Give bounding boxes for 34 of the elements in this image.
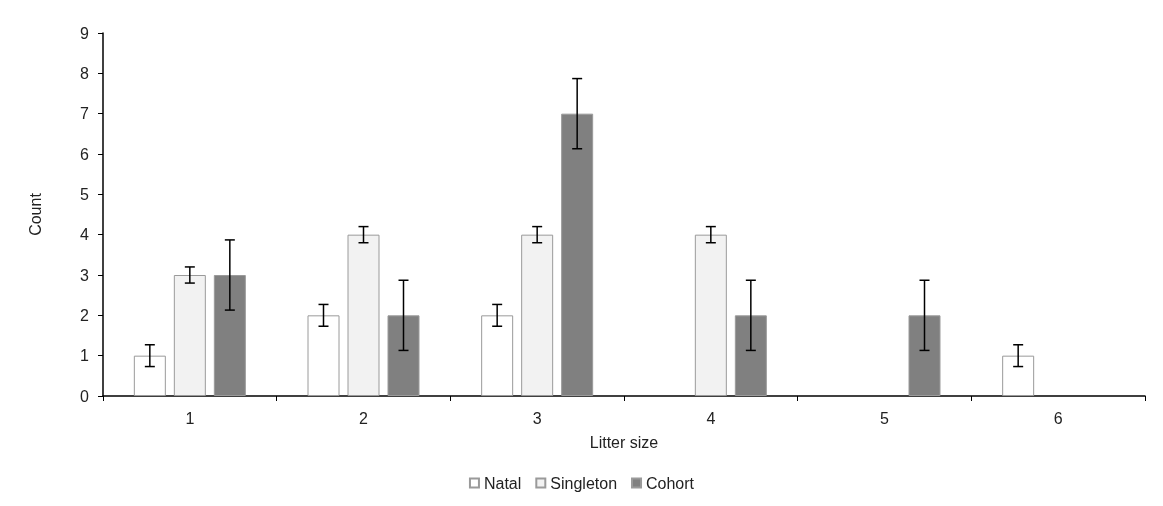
x-tick-label: 5 bbox=[880, 409, 890, 427]
bar bbox=[481, 315, 514, 396]
y-tick-label: 4 bbox=[80, 226, 90, 244]
legend-label: Cohort bbox=[646, 474, 695, 492]
y-tick-label: 0 bbox=[80, 387, 90, 405]
bar bbox=[213, 275, 246, 396]
bar bbox=[694, 234, 727, 396]
x-tick-label: 4 bbox=[706, 409, 716, 427]
y-tick-label: 7 bbox=[80, 105, 90, 123]
x-tick-label: 2 bbox=[359, 409, 369, 427]
y-tick-label: 8 bbox=[80, 64, 90, 82]
y-axis-title: Count bbox=[26, 192, 44, 236]
bar bbox=[908, 315, 941, 396]
y-tick-label: 5 bbox=[80, 185, 90, 203]
y-tick-label: 6 bbox=[80, 145, 90, 163]
bar bbox=[307, 315, 340, 396]
y-tick-label: 1 bbox=[80, 347, 90, 365]
bar bbox=[734, 315, 767, 396]
bar bbox=[173, 275, 206, 396]
bar bbox=[347, 234, 380, 396]
bar bbox=[133, 355, 166, 396]
legend-label: Natal bbox=[483, 474, 522, 492]
y-tick-label: 9 bbox=[80, 24, 90, 42]
y-tick-label: 2 bbox=[80, 306, 90, 324]
bar bbox=[521, 234, 554, 396]
x-tick-label: 3 bbox=[532, 409, 542, 427]
bar bbox=[1002, 355, 1035, 396]
bar bbox=[561, 113, 594, 396]
legend-label: Singleton bbox=[550, 474, 618, 492]
x-axis-title: Litter size bbox=[589, 433, 659, 451]
y-tick-label: 3 bbox=[80, 266, 90, 284]
bar bbox=[387, 315, 420, 396]
x-tick-label: 1 bbox=[185, 409, 195, 427]
x-tick-label: 6 bbox=[1053, 409, 1063, 427]
